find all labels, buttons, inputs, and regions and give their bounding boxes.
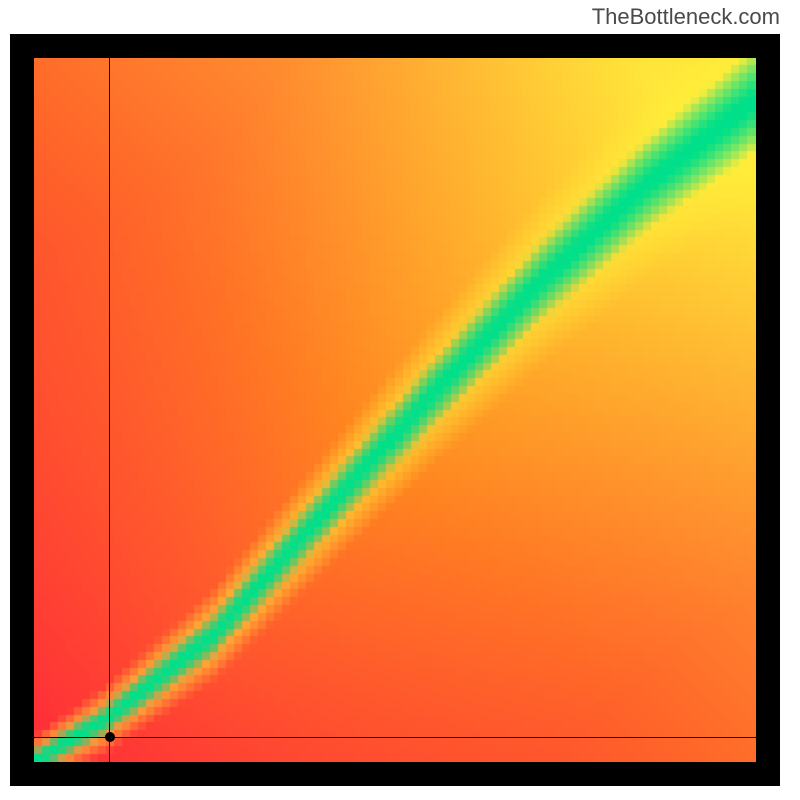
crosshair-vertical-line (109, 58, 110, 762)
crosshair-horizontal-line (34, 737, 756, 738)
bottleneck-heatmap (34, 58, 756, 762)
watermark-text: TheBottleneck.com (592, 4, 780, 30)
chart-container: TheBottleneck.com (0, 0, 800, 800)
